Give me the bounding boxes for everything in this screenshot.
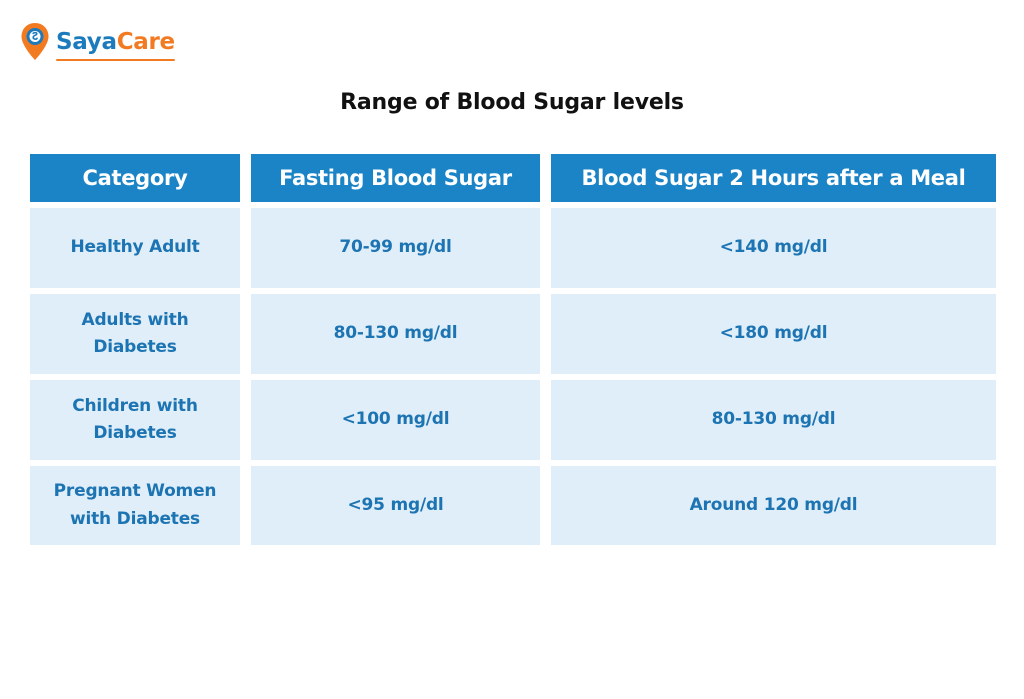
brand-name-part1: Saya xyxy=(56,28,117,55)
row-after-meal-cell: <140 mg/dl xyxy=(551,208,996,288)
category-line: Adults with xyxy=(81,309,189,330)
row-category-cell: Children with Diabetes xyxy=(30,380,240,460)
row-after-meal-cell: 80-130 mg/dl xyxy=(551,380,996,460)
brand-name: SayaCare xyxy=(56,28,175,61)
category-line: Pregnant Women xyxy=(53,481,217,502)
sayacare-logo[interactable]: SayaCare xyxy=(20,22,175,62)
header-category: Category xyxy=(30,154,240,202)
row-fasting-cell: <95 mg/dl xyxy=(251,466,540,545)
brand-name-part2: Care xyxy=(116,28,175,55)
row-category-cell: Healthy Adult xyxy=(30,208,240,288)
category-line: Children with xyxy=(72,395,198,416)
category-line: with Diabetes xyxy=(70,508,200,529)
row-after-meal-cell: Around 120 mg/dl xyxy=(551,466,996,545)
location-pin-logo-icon xyxy=(21,23,49,60)
category-line: Healthy Adult xyxy=(70,237,200,258)
row-after-meal-cell: <180 mg/dl xyxy=(551,294,996,374)
page-title: Range of Blood Sugar levels xyxy=(340,90,684,115)
row-category-cell: Pregnant Women with Diabetes xyxy=(30,466,240,545)
row-fasting-cell: <100 mg/dl xyxy=(251,380,540,460)
row-fasting-cell: 70-99 mg/dl xyxy=(251,208,540,288)
header-fasting: Fasting Blood Sugar xyxy=(251,154,540,202)
category-line: Diabetes xyxy=(93,423,177,443)
header-after-meal: Blood Sugar 2 Hours after a Meal xyxy=(551,154,996,202)
category-line: Diabetes xyxy=(93,337,177,357)
brand-underline xyxy=(56,58,175,61)
row-fasting-cell: 80-130 mg/dl xyxy=(251,294,540,374)
row-category-cell: Adults with Diabetes xyxy=(30,294,240,374)
blood-sugar-table: Category Fasting Blood Sugar Blood Sugar… xyxy=(30,154,996,545)
